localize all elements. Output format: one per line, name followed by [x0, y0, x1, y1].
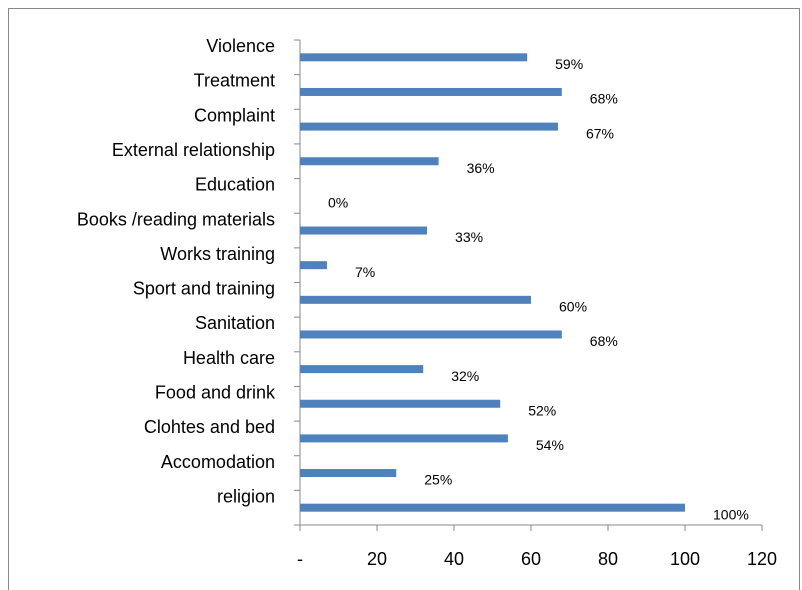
x-tick-label: 80 [598, 549, 618, 569]
data-label: 32% [451, 368, 479, 384]
bar [300, 330, 562, 339]
category-label: religion [217, 486, 275, 506]
data-label: 0% [328, 195, 348, 211]
x-tick-label: 20 [367, 549, 387, 569]
data-label: 68% [590, 333, 618, 349]
data-label: 36% [467, 160, 495, 176]
bar [300, 295, 531, 304]
category-label: Treatment [194, 71, 275, 91]
category-label: Complaint [194, 105, 275, 125]
data-label: 33% [455, 229, 483, 245]
data-label: 67% [586, 125, 614, 141]
data-label: 52% [528, 402, 556, 418]
bar [300, 226, 428, 235]
bar [300, 261, 327, 270]
category-label: Clohtes and bed [144, 417, 275, 437]
bar [300, 365, 424, 374]
bar [300, 469, 397, 478]
category-label: Works training [160, 244, 275, 264]
category-label: Food and drink [155, 383, 276, 403]
bar [300, 503, 685, 512]
x-tick-label: 40 [444, 549, 464, 569]
category-label: Accomodation [161, 452, 275, 472]
data-label: 100% [713, 506, 749, 522]
x-tick-label: 60 [521, 549, 541, 569]
x-tick-label: 120 [747, 549, 777, 569]
category-label: Sport and training [133, 279, 275, 299]
bar [300, 399, 501, 408]
data-label: 59% [555, 56, 583, 72]
x-tick-label: - [297, 549, 303, 569]
data-label: 25% [424, 472, 452, 488]
category-label: External relationship [112, 140, 275, 160]
category-label: Books /reading materials [77, 209, 275, 229]
category-label: Health care [183, 348, 275, 368]
x-tick-label: 100 [670, 549, 700, 569]
data-label: 7% [355, 264, 375, 280]
category-label: Violence [206, 36, 275, 56]
category-label: Education [195, 175, 275, 195]
bar [300, 87, 562, 96]
data-label: 54% [536, 437, 564, 453]
category-label: Sanitation [195, 313, 275, 333]
bar [300, 122, 558, 131]
data-label: 68% [590, 91, 618, 107]
chart-frame [8, 8, 800, 590]
bar [300, 157, 439, 166]
data-label: 60% [559, 299, 587, 315]
bar [300, 53, 528, 62]
bar [300, 434, 508, 443]
